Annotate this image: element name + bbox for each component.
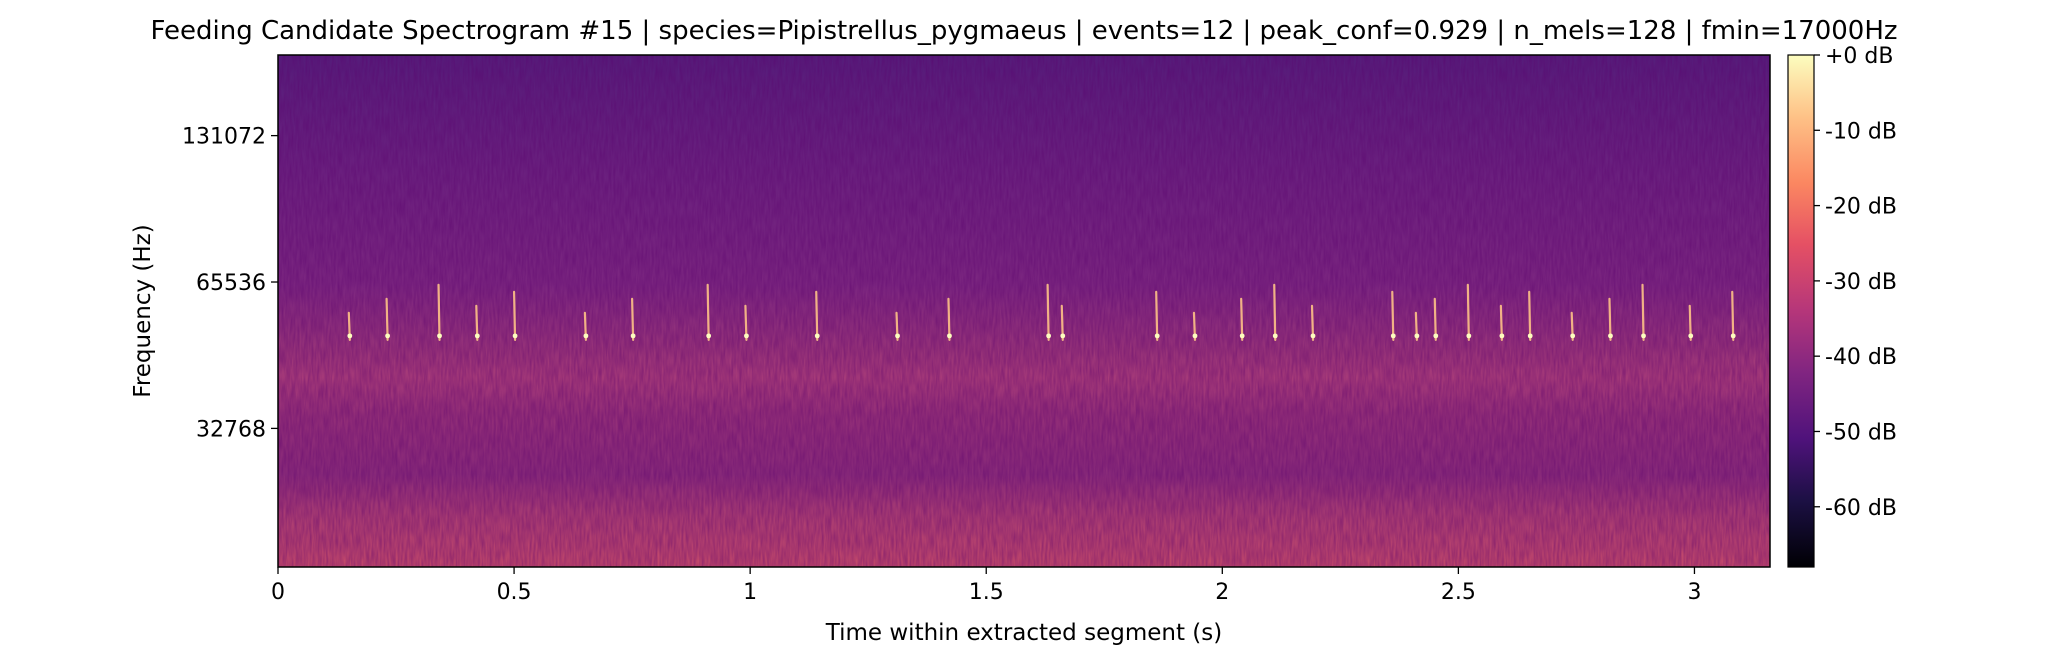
call-mark: [1273, 283, 1277, 341]
x-axis-label: Time within extracted segment (s): [825, 620, 1222, 646]
call-peak: [1390, 333, 1396, 339]
call-mark: [631, 297, 635, 341]
x-tick-label: 2.5: [1441, 580, 1476, 605]
call-mark: [1641, 283, 1645, 341]
x-tick-label: 0: [271, 580, 285, 605]
y-axis-label: Frequency (Hz): [130, 224, 156, 397]
y-tick-label: 65536: [196, 271, 266, 296]
call-mark: [1731, 290, 1735, 341]
x-tick-label: 2: [1215, 580, 1229, 605]
call-mark: [815, 290, 819, 341]
call-peak: [1060, 333, 1066, 339]
colorbar-tick-label: -10 dB: [1825, 119, 1897, 144]
colorbar-tick-label: -20 dB: [1825, 195, 1897, 220]
x-tick-label: 1: [743, 580, 757, 605]
call-peak: [814, 333, 820, 339]
call-mark: [437, 283, 441, 341]
colorbar-ticks: +0 dB -10 dB -20 dB -30 dB -40 dB -50 dB -60 d…: [1814, 44, 1897, 521]
y-tick-label: 32768: [196, 417, 266, 442]
call-peak: [1499, 333, 1505, 339]
call-mark: [1240, 297, 1244, 341]
call-marks: [347, 283, 1736, 341]
y-axis: 32768 65536 131072: [182, 125, 278, 442]
call-peak: [1414, 333, 1420, 339]
call-peak: [437, 333, 442, 339]
call-peak: [1154, 333, 1160, 339]
call-peak: [947, 333, 952, 339]
plot-frame: [277, 54, 1771, 568]
x-tick-label: 1.5: [969, 580, 1004, 605]
call-peak: [1046, 333, 1052, 339]
call-peak: [1570, 333, 1576, 339]
call-peak: [1239, 333, 1245, 339]
spectrogram-noise: [278, 55, 1770, 567]
call-peak: [583, 333, 589, 339]
call-peak: [347, 333, 353, 339]
call-peak: [385, 333, 390, 339]
call-peak: [1192, 333, 1198, 339]
call-peak: [706, 333, 712, 339]
call-peak: [1272, 333, 1278, 339]
call-peak: [1310, 333, 1316, 339]
call-mark: [1391, 290, 1395, 341]
colorbar-tick-label: -60 dB: [1825, 496, 1897, 521]
call-peak: [1641, 333, 1646, 339]
call-mark: [1433, 297, 1437, 341]
call-peak: [630, 333, 636, 339]
call-mark: [1608, 297, 1612, 341]
call-mark: [385, 297, 389, 341]
call-mark: [1155, 290, 1159, 341]
call-peak: [1527, 333, 1533, 339]
colorbar-tick-label: +0 dB: [1825, 44, 1893, 69]
y-tick-label: 131072: [182, 125, 266, 150]
call-peak: [1608, 333, 1613, 339]
call-mark: [512, 290, 517, 341]
x-tick-label: 0.5: [497, 580, 532, 605]
call-peak: [474, 333, 480, 339]
call-mark: [947, 297, 951, 341]
x-tick-label: 3: [1687, 580, 1701, 605]
call-peak: [1688, 333, 1694, 339]
call-peak: [1433, 333, 1439, 339]
call-mark: [1528, 290, 1532, 341]
colorbar-tick-label: -40 dB: [1825, 345, 1897, 370]
colorbar-tick-label: -50 dB: [1825, 420, 1897, 445]
call-peak: [512, 333, 518, 339]
call-peak: [895, 333, 900, 339]
call-peak: [744, 333, 749, 339]
call-peak: [1466, 333, 1472, 339]
call-mark: [1046, 283, 1050, 341]
colorbar: [1787, 54, 1815, 568]
call-mark: [1466, 283, 1470, 341]
call-peak: [1730, 333, 1736, 339]
colorbar-tick-label: -30 dB: [1825, 270, 1897, 295]
spectrogram-plot: [278, 55, 1770, 567]
chart-title: Feeding Candidate Spectrogram #15 | spec…: [150, 16, 1897, 46]
call-mark: [706, 283, 710, 341]
x-axis: 0 0.5 1 1.5 2 2.5 3: [271, 567, 1701, 605]
